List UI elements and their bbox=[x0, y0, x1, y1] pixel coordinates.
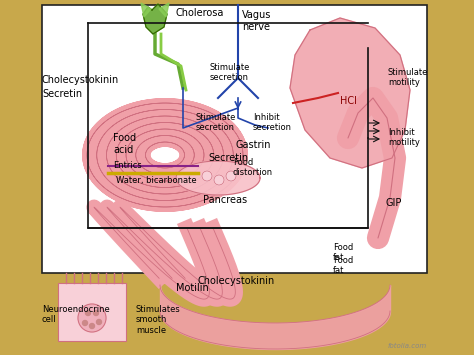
Text: Food
fat: Food fat bbox=[333, 243, 353, 262]
Text: Secretin: Secretin bbox=[208, 153, 248, 163]
Polygon shape bbox=[141, 3, 151, 17]
Circle shape bbox=[226, 171, 236, 181]
Circle shape bbox=[82, 321, 88, 326]
Circle shape bbox=[97, 320, 101, 324]
Text: Inhibit
secretion: Inhibit secretion bbox=[253, 113, 292, 132]
Text: Stimulate
secretion: Stimulate secretion bbox=[210, 63, 250, 82]
Text: Cholecystokinin: Cholecystokinin bbox=[198, 276, 275, 286]
Text: Inhibit
motility: Inhibit motility bbox=[388, 128, 420, 147]
Circle shape bbox=[90, 323, 94, 328]
Text: Vagus
nerve: Vagus nerve bbox=[242, 10, 272, 32]
Text: Entrics: Entrics bbox=[113, 161, 142, 170]
Text: Pancreas: Pancreas bbox=[203, 195, 247, 205]
Circle shape bbox=[214, 175, 224, 185]
Text: Cholecystokinin: Cholecystokinin bbox=[42, 75, 119, 85]
Text: Gastrin: Gastrin bbox=[236, 140, 272, 150]
Text: HCl: HCl bbox=[340, 96, 357, 106]
Text: GIP: GIP bbox=[386, 198, 402, 208]
Circle shape bbox=[93, 311, 99, 316]
Text: Stimulate
motility: Stimulate motility bbox=[388, 68, 428, 87]
Text: Stimulates
smooth
muscle: Stimulates smooth muscle bbox=[136, 305, 181, 335]
Text: Water, bicarbonate: Water, bicarbonate bbox=[116, 176, 197, 185]
Text: Cholerosa: Cholerosa bbox=[176, 8, 224, 18]
Text: fotolia.com: fotolia.com bbox=[388, 343, 427, 349]
Circle shape bbox=[85, 311, 91, 316]
Polygon shape bbox=[290, 18, 410, 168]
Text: Food
distortion: Food distortion bbox=[233, 158, 273, 178]
Circle shape bbox=[78, 304, 106, 332]
Polygon shape bbox=[176, 161, 260, 195]
Circle shape bbox=[202, 171, 212, 181]
FancyBboxPatch shape bbox=[58, 283, 126, 341]
Text: Food
acid: Food acid bbox=[113, 133, 136, 154]
Text: Food
fat: Food fat bbox=[333, 256, 353, 275]
Polygon shape bbox=[159, 3, 169, 17]
FancyBboxPatch shape bbox=[42, 5, 427, 273]
Text: Motilin: Motilin bbox=[176, 283, 209, 293]
Text: Stimulate
secretion: Stimulate secretion bbox=[196, 113, 237, 132]
Text: Neuroendocrine
cell: Neuroendocrine cell bbox=[42, 305, 110, 324]
Text: Secretin: Secretin bbox=[42, 89, 82, 99]
Polygon shape bbox=[143, 4, 167, 34]
